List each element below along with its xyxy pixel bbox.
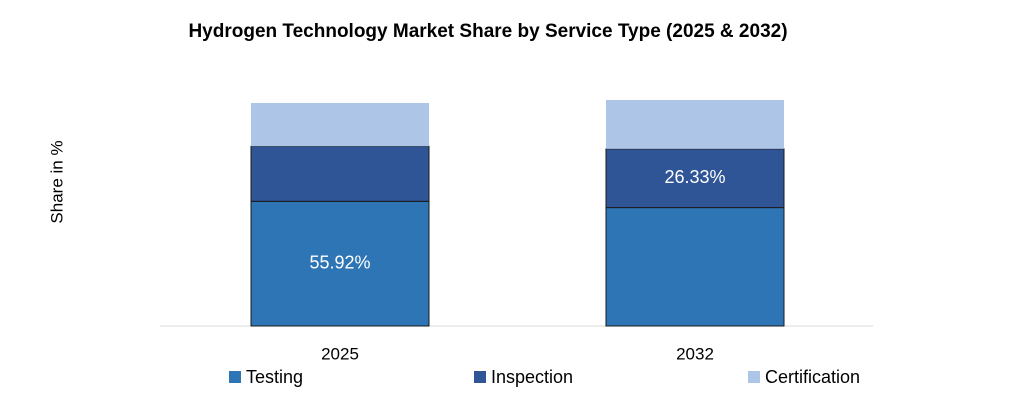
data-label: 26.33% [664,167,725,187]
x-tick-label: 2032 [676,344,714,363]
bar-segment [605,148,785,209]
bar-segment [605,207,785,327]
legend-swatch [229,371,241,383]
legend-label: Inspection [491,367,573,387]
x-tick-label: 2025 [321,344,359,363]
legend-swatch [748,371,760,383]
legend-label: Certification [765,367,860,387]
data-label: 55.92% [309,252,370,272]
legend-swatch [474,371,486,383]
legend-label: Testing [246,367,303,387]
bar-segment [251,103,429,147]
bar-segment [250,145,430,202]
chart-title: Hydrogen Technology Market Share by Serv… [188,21,787,42]
y-axis-label: Share in % [47,140,66,223]
bar-segment [606,100,784,149]
bar-segment [250,200,430,327]
